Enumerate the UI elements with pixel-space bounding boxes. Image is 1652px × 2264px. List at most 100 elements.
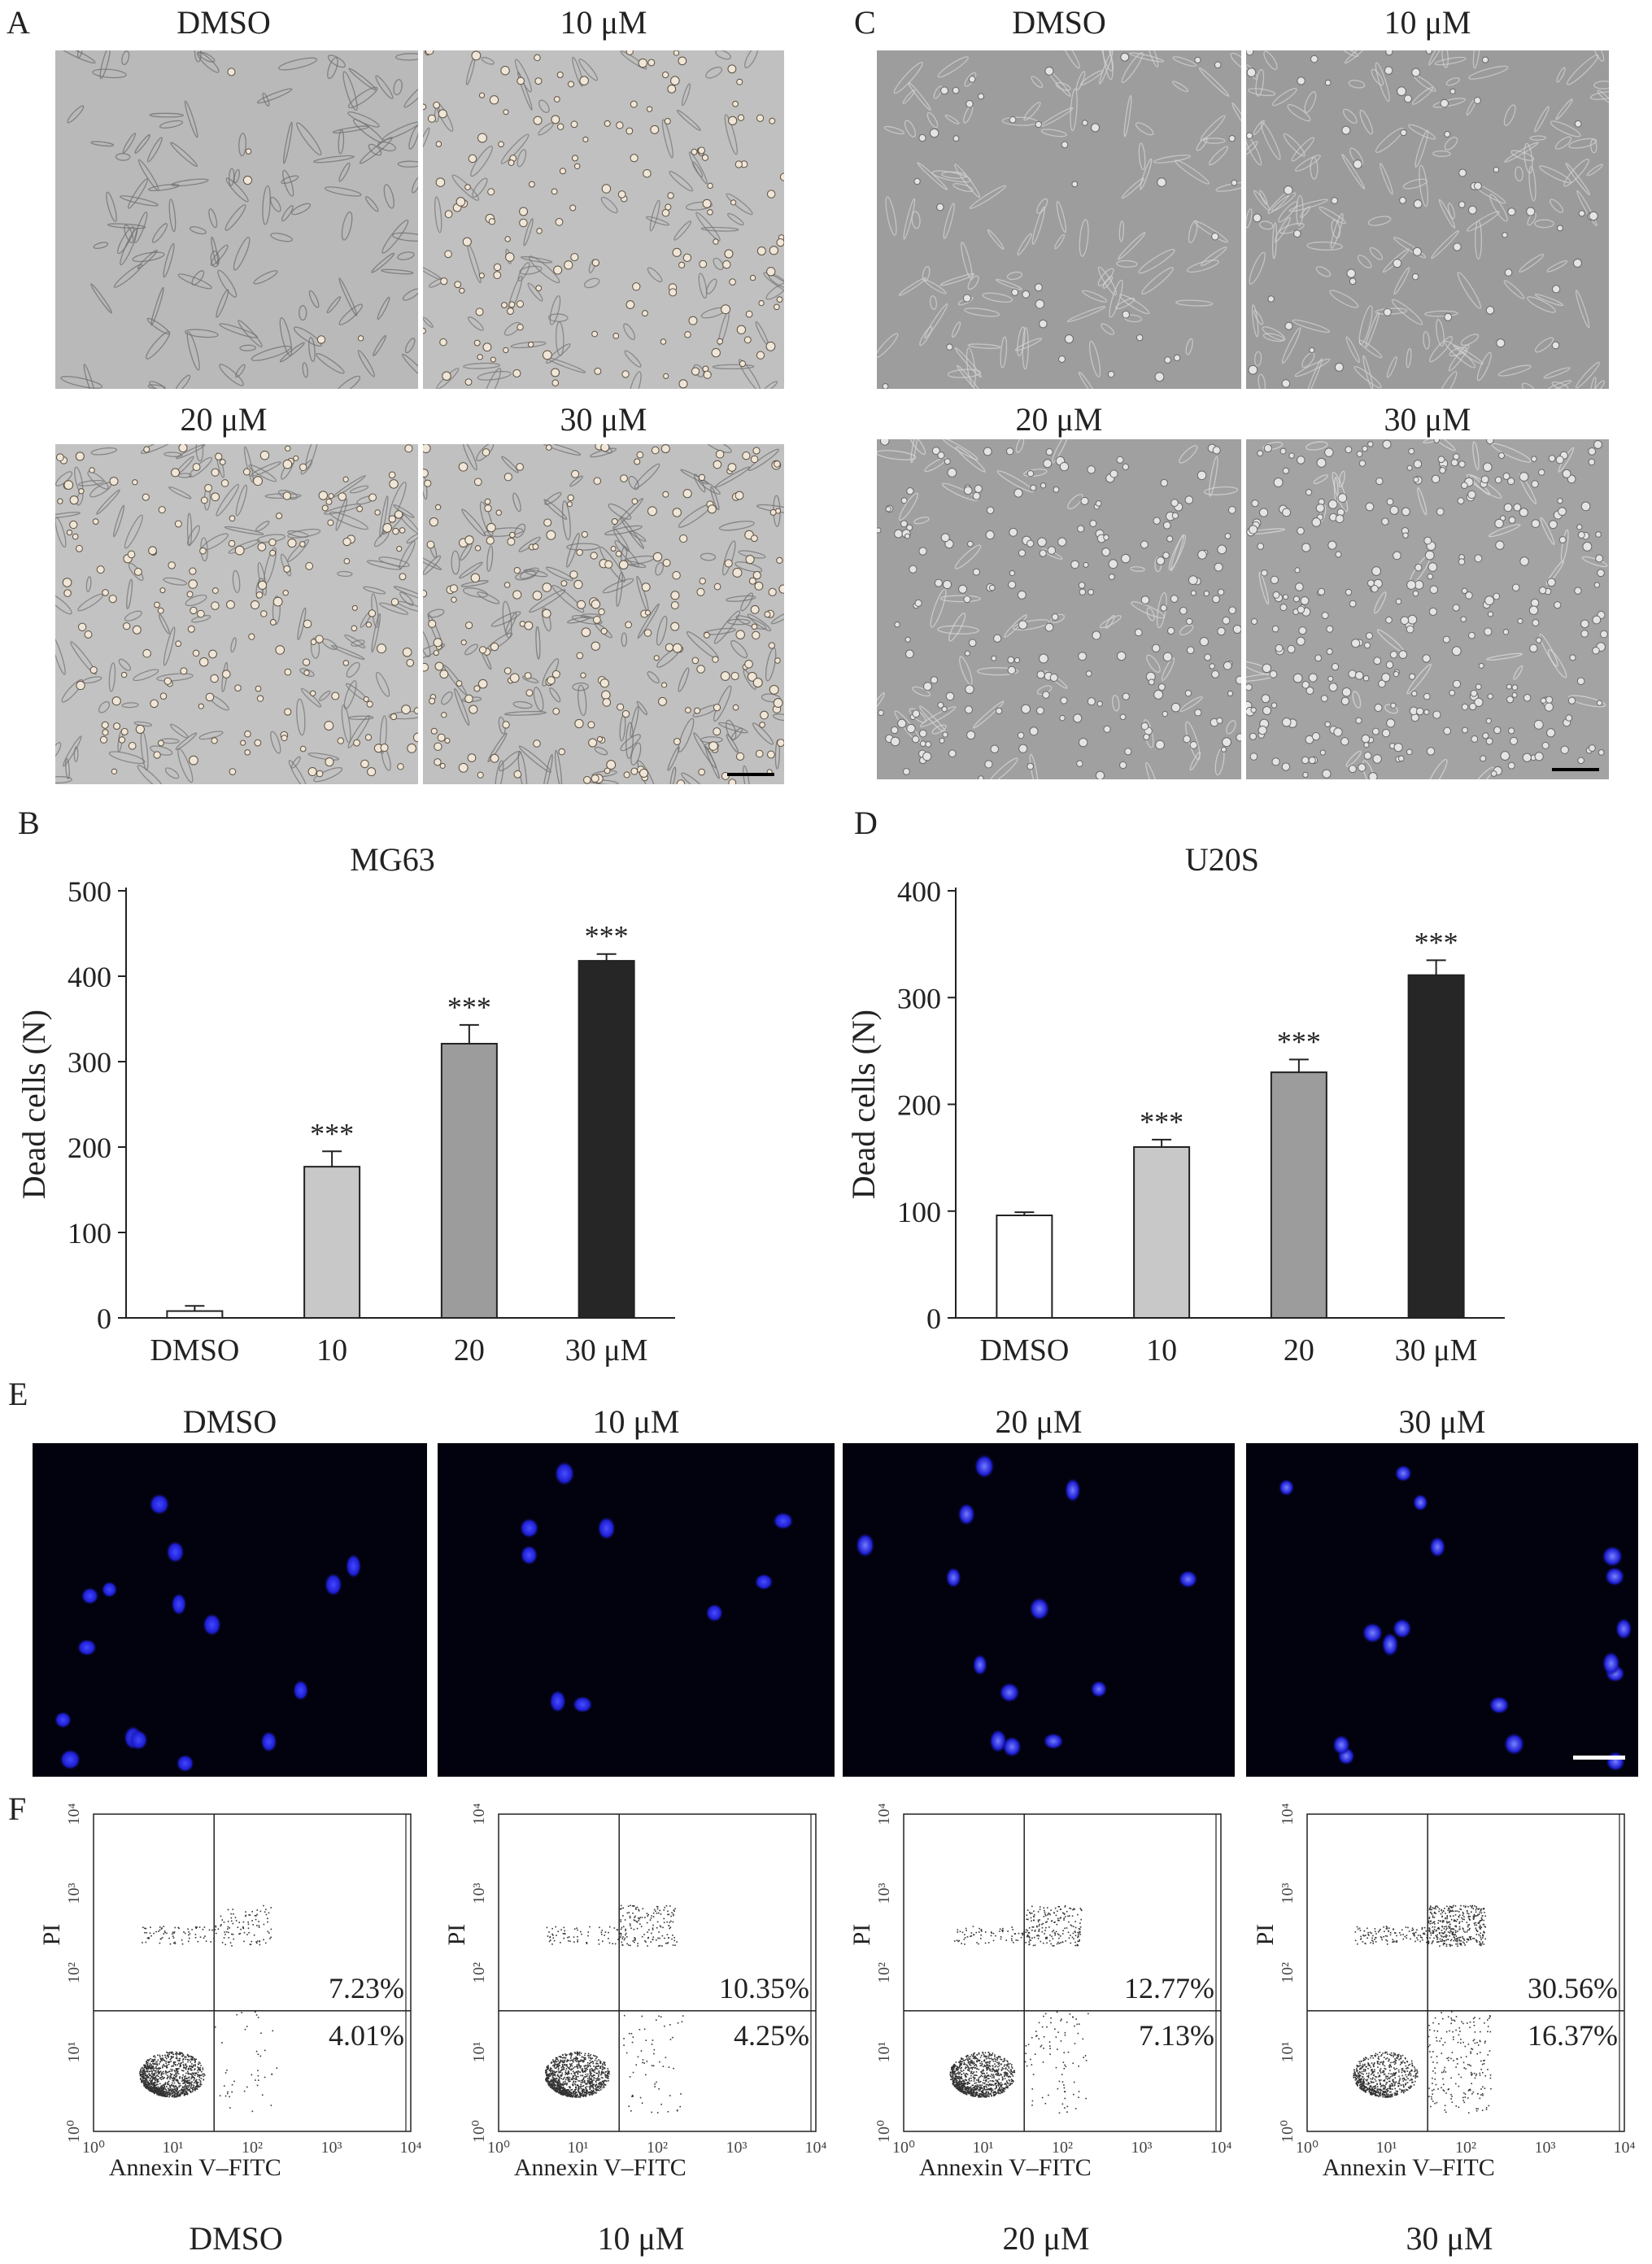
y-tick-label: 10³ [470,1883,488,1904]
nucleus [999,1682,1020,1703]
significance-label: *** [1140,1106,1183,1138]
plot-frame [903,1813,1222,2132]
cell-texture [423,444,784,784]
scale-bar [1573,1756,1625,1760]
nucleus [1278,1479,1295,1496]
flow-dots [949,1905,1089,2114]
x-tick-label: 10⁴ [805,2139,827,2157]
panel-label-b: B [18,805,40,841]
y-tick-label: 10¹ [65,2042,83,2063]
flow-dots [545,1904,684,2114]
x-tick-label: 30 μM [1395,1333,1478,1368]
nucleus [1489,1695,1510,1715]
x-tick-label: 20 [1284,1333,1314,1368]
x-tick-label: 30 μM [565,1333,648,1368]
y-axis-label: PI [443,1924,470,1946]
nucleus [81,1587,99,1605]
nucleus [549,1690,566,1713]
significance-label: *** [310,1117,354,1149]
panel-e-label-dmso: DMSO [182,1403,277,1440]
nucleus [54,1711,72,1729]
chart-u20s: U20S 0 100 200 300 400 Dead cells (N) DMSO *** 10… [830,814,1643,1383]
nucleus [149,1493,170,1516]
cell-texture [1246,439,1608,779]
panel-a-image-30um [423,444,784,784]
y-tick-label: 300 [897,982,941,1014]
panel-a-image-10um [423,50,784,389]
nucleus [1381,1632,1399,1657]
nucleus [59,1749,81,1770]
lower-right-percent: 16.37% [1528,2019,1618,2052]
panel-a-label-30um: 30 μM [560,401,647,438]
nucleus [1090,1680,1108,1698]
significance-label: *** [585,920,629,953]
nucleus [1503,1733,1525,1756]
nucleus [1043,1733,1064,1750]
upper-right-percent: 10.35% [719,1972,809,2004]
y-axis-label: PI [1252,1924,1279,1946]
nucleus [1604,1567,1625,1586]
x-tick-label: 10⁰ [1296,2139,1319,2157]
panel-a-label-20um: 20 μM [180,401,268,438]
flow-dots [1353,1904,1492,2114]
flow-dots [139,1904,278,2113]
y-tick-label: 10² [1279,1962,1297,1983]
chart-u20s-svg: U20S 0 100 200 300 400 Dead cells (N) DMSO *** 10… [845,841,1505,1368]
y-tick-label: 0 [97,1302,111,1335]
panel-e-image-dmso [33,1443,427,1777]
nucleus [520,1545,538,1565]
x-tick-label: 10¹ [973,2139,994,2157]
x-tick-label: 10⁰ [892,2139,915,2157]
nucleus [855,1533,875,1558]
nucleus [293,1680,309,1701]
y-tick-label: 100 [897,1196,941,1228]
panel-a-label-10um: 10 μM [560,4,647,41]
panel-e-image-10um [438,1443,835,1777]
panel-label-c: C [854,4,876,41]
chart-mg63: MG63 0 100 200 300 400 500 Dead cells (N) DMSO **… [0,814,813,1383]
panel-c-label-10um: 10 μM [1384,4,1471,41]
flow-name-30um: 30 μM [1406,2220,1493,2257]
nucleus [1413,1494,1428,1512]
nucleus [1429,1536,1446,1558]
x-tick-label: 10¹ [1376,2139,1397,2157]
nucleus [176,1754,194,1773]
y-tick-label: 10³ [875,1883,893,1904]
x-tick-label: 10³ [1535,2139,1556,2157]
nucleus [1362,1622,1384,1643]
nucleus [324,1573,342,1597]
y-tick-label: 10² [470,1962,488,1983]
nucleus [597,1516,616,1540]
bar [996,1215,1053,1319]
y-tick-label: 200 [897,1089,941,1122]
nucleus [1029,1597,1050,1621]
panel-a-image-20um [55,444,418,784]
nucleus [945,1567,961,1588]
nucleus [972,1654,987,1676]
panel-c-image-10um [1246,50,1609,389]
panel-c-image-30um [1246,439,1609,779]
x-tick-label: 10⁴ [1210,2139,1232,2157]
chart-title: MG63 [350,841,434,878]
panel-label-f: F [8,1791,27,1827]
nucleus [1394,1464,1412,1482]
nucleus [260,1731,277,1752]
y-tick-label: 10¹ [875,2042,893,2063]
upper-right-percent: 7.23% [329,1972,404,2004]
nucleus [171,1593,187,1616]
flow-plot-20um: 12.77% 7.13% 10⁰ 10⁰ 10¹ 10¹ 10² 10² 10³ 10³ 10⁴ 10… [843,1803,1233,2196]
panel-e-label-10um: 10 μM [592,1403,680,1440]
flow-plot-10um: 10.35% 4.25% 10⁰ 10⁰ 10¹ 10¹ 10² 10² 10³ 10³ 10⁴ 10… [438,1803,828,2196]
cell-texture [1246,50,1609,389]
y-tick-label: 0 [926,1302,941,1335]
x-tick-label: 20 [454,1333,485,1368]
y-tick-label: 10⁴ [470,1803,488,1825]
nucleus [345,1554,362,1578]
x-tick-label: 10² [242,2139,263,2157]
plot-frame [498,1813,817,2132]
bar [440,1042,498,1319]
y-tick-label: 10⁰ [875,2120,893,2143]
y-tick-label: 10⁴ [1279,1803,1297,1825]
panel-label-d: D [854,805,878,841]
nucleus [1178,1570,1198,1589]
